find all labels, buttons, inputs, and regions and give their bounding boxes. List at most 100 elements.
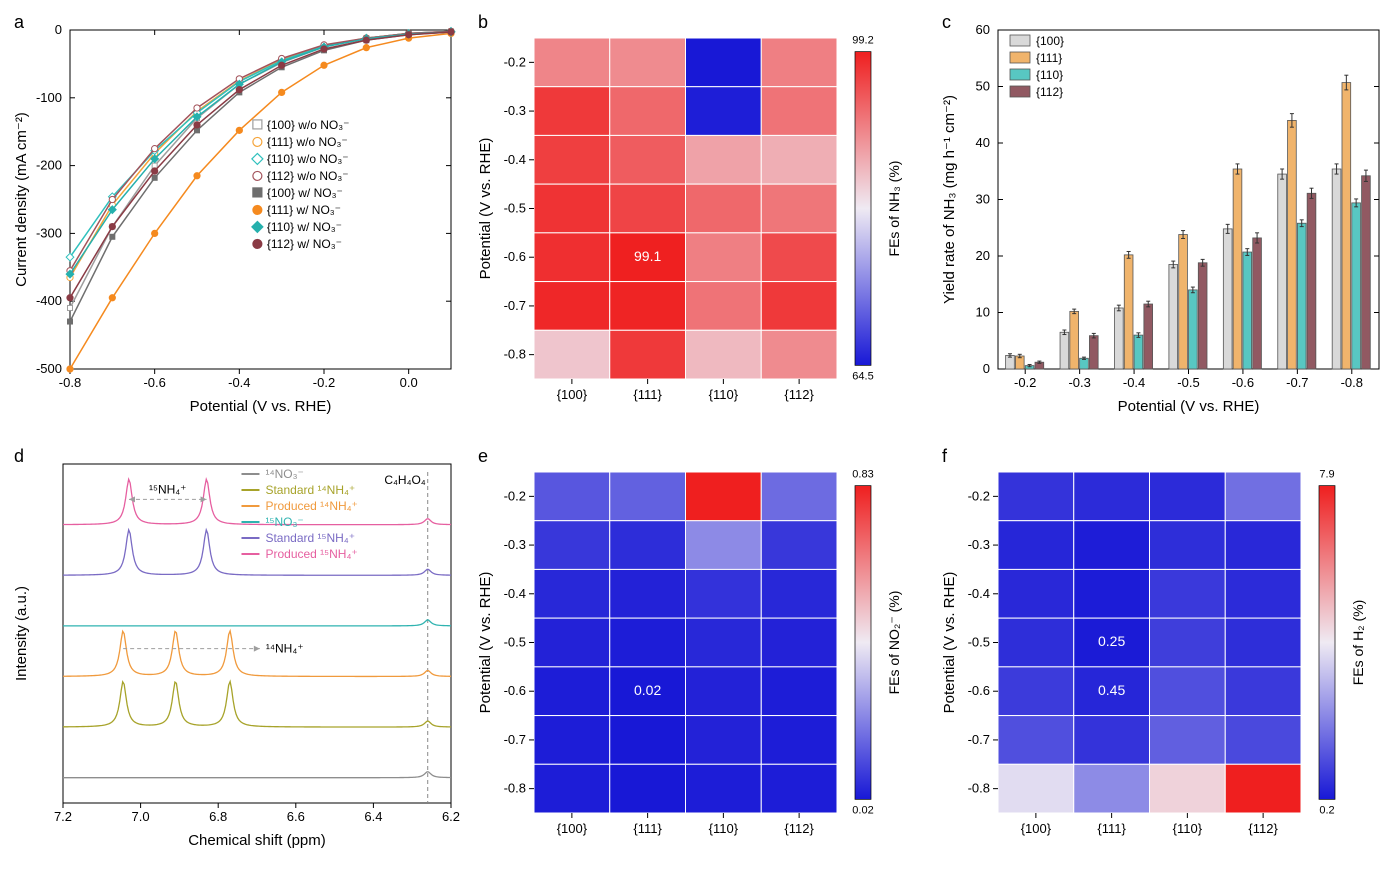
svg-text:{112}: {112}: [1248, 821, 1278, 836]
svg-text:0: 0: [983, 361, 990, 376]
svg-text:6.2: 6.2: [442, 809, 460, 824]
svg-text:7.0: 7.0: [132, 809, 150, 824]
svg-text:{112}: {112}: [784, 821, 814, 836]
svg-text:{111}: {111}: [1097, 821, 1126, 836]
svg-text:-0.2: -0.2: [504, 488, 526, 503]
svg-text:0.83: 0.83: [852, 468, 873, 480]
svg-text:-0.4: -0.4: [968, 585, 990, 600]
panel-a-svg: -0.8-0.6-0.4-0.20.0-500-400-300-200-1000…: [8, 8, 463, 423]
panel-label-d: d: [14, 446, 24, 467]
svg-text:-500: -500: [36, 361, 62, 376]
svg-text:60: 60: [976, 22, 990, 37]
svg-text:-0.3: -0.3: [504, 103, 526, 118]
svg-text:-0.7: -0.7: [968, 731, 990, 746]
svg-text:{111}: {111}: [1036, 51, 1062, 65]
svg-text:-0.7: -0.7: [504, 298, 526, 313]
panel-e: e{100}{111}{110}{112}-0.2-0.3-0.4-0.5-0.…: [472, 442, 928, 868]
svg-text:-0.6: -0.6: [143, 375, 165, 390]
svg-text:Yield rate of NH₃ (mg h⁻¹ cm⁻²: Yield rate of NH₃ (mg h⁻¹ cm⁻²): [941, 95, 958, 304]
svg-text:¹⁴NO₃⁻: ¹⁴NO₃⁻: [265, 467, 303, 481]
svg-text:{112}: {112}: [784, 387, 814, 402]
svg-text:Potential (V vs. RHE): Potential (V vs. RHE): [1118, 398, 1260, 415]
pB-svg: {100}{111}{110}{112}-0.2-0.3-0.4-0.5-0.6…: [472, 8, 927, 423]
svg-text:99.2: 99.2: [852, 35, 873, 47]
svg-text:FEs of NO₂⁻ (%): FEs of NO₂⁻ (%): [886, 590, 902, 694]
svg-text:0.2: 0.2: [1319, 804, 1334, 816]
svg-text:C₄H₄O₄: C₄H₄O₄: [384, 473, 425, 487]
svg-text:{112} w/ NO₃⁻: {112} w/ NO₃⁻: [267, 237, 342, 251]
panel-a-legend: {100} w/o NO₃⁻ {111} w/o NO₃⁻ {110} w/o NO…: [252, 118, 350, 251]
panel-f: f{100}{111}{110}{112}-0.2-0.3-0.4-0.5-0.…: [936, 442, 1392, 868]
svg-text:-0.5: -0.5: [504, 634, 526, 649]
svg-text:Intensity (a.u.): Intensity (a.u.): [13, 585, 30, 680]
svg-text:0.45: 0.45: [1098, 681, 1125, 697]
pF-svg: {100}{111}{110}{112}-0.2-0.3-0.4-0.5-0.6…: [936, 442, 1391, 857]
svg-text:{110}: {110}: [709, 821, 739, 836]
svg-text:0.02: 0.02: [852, 804, 873, 816]
svg-text:{100}: {100}: [1021, 821, 1052, 836]
svg-text:Potential (V vs. RHE): Potential (V vs. RHE): [190, 398, 332, 415]
svg-text:40: 40: [976, 135, 990, 150]
svg-text:7.2: 7.2: [54, 809, 72, 824]
panel-a: a-0.8-0.6-0.4-0.20.0-500-400-300-200-100…: [8, 8, 464, 434]
svg-text:-0.8: -0.8: [968, 780, 990, 795]
panel-label-a: a: [14, 12, 24, 33]
svg-text:-0.2: -0.2: [1014, 375, 1036, 390]
svg-text:0: 0: [55, 22, 62, 37]
svg-text:{100} w/o NO₃⁻: {100} w/o NO₃⁻: [267, 118, 350, 132]
svg-text:-0.4: -0.4: [1123, 375, 1145, 390]
svg-text:-0.7: -0.7: [504, 731, 526, 746]
panel-d-svg: 7.2 7.0 6.8 6.6 6.4 6.2 Chemical shift (ppm) In…: [8, 442, 463, 857]
svg-text:{111} w/o NO₃⁻: {111} w/o NO₃⁻: [267, 135, 348, 149]
svg-text:-0.4: -0.4: [228, 375, 250, 390]
svg-text:-0.3: -0.3: [504, 537, 526, 552]
svg-text:0.25: 0.25: [1098, 633, 1125, 649]
svg-text:-0.3: -0.3: [968, 537, 990, 552]
svg-text:0.0: 0.0: [400, 375, 418, 390]
svg-text:{110} w/o NO₃⁻: {110} w/o NO₃⁻: [267, 152, 349, 166]
svg-text:Produced ¹⁴NH₄⁺: Produced ¹⁴NH₄⁺: [265, 499, 357, 513]
svg-text:{111}: {111}: [633, 387, 662, 402]
svg-text:-0.8: -0.8: [1341, 375, 1363, 390]
svg-text:¹⁴NH₄⁺: ¹⁴NH₄⁺: [266, 641, 304, 655]
svg-text:-0.6: -0.6: [504, 683, 526, 698]
svg-text:-0.3: -0.3: [1068, 375, 1090, 390]
svg-text:¹⁵NO₃⁻: ¹⁵NO₃⁻: [265, 515, 303, 529]
svg-text:-0.8: -0.8: [504, 347, 526, 362]
panel-label-e: e: [478, 446, 488, 467]
svg-text:6.4: 6.4: [364, 809, 382, 824]
svg-text:Standard ¹⁴NH₄⁺: Standard ¹⁴NH₄⁺: [265, 483, 355, 497]
svg-text:Potential (V vs. RHE): Potential (V vs. RHE): [477, 571, 494, 713]
svg-text:{110} w/ NO₃⁻: {110} w/ NO₃⁻: [267, 220, 342, 234]
svg-text:6.8: 6.8: [209, 809, 227, 824]
svg-text:-0.4: -0.4: [504, 152, 526, 167]
panel-c-svg: 0102030405060-0.2-0.3-0.4-0.5-0.6-0.7-0.…: [936, 8, 1391, 423]
svg-text:Produced ¹⁵NH₄⁺: Produced ¹⁵NH₄⁺: [265, 547, 357, 561]
svg-text:Chemical shift (ppm): Chemical shift (ppm): [188, 832, 326, 849]
svg-text:-300: -300: [36, 225, 62, 240]
svg-text:-0.5: -0.5: [504, 201, 526, 216]
panel-label-c: c: [942, 12, 951, 33]
panel-d: d 7.2 7.0 6.8 6.6 6.4 6.2 Chemical shift (ppm) I…: [8, 442, 464, 868]
svg-text:{112} w/o NO₃⁻: {112} w/o NO₃⁻: [267, 169, 349, 183]
svg-text:-0.5: -0.5: [1177, 375, 1199, 390]
svg-text:-0.2: -0.2: [313, 375, 335, 390]
svg-text:{110}: {110}: [709, 387, 739, 402]
panel-label-f: f: [942, 446, 947, 467]
panel-b: b{100}{111}{110}{112}-0.2-0.3-0.4-0.5-0.…: [472, 8, 928, 434]
panel-c: c0102030405060-0.2-0.3-0.4-0.5-0.6-0.7-0…: [936, 8, 1392, 434]
svg-text:20: 20: [976, 248, 990, 263]
svg-text:Current density (mA cm⁻²): Current density (mA cm⁻²): [13, 112, 30, 287]
svg-text:{110}: {110}: [1173, 821, 1203, 836]
svg-text:¹⁵NH₄⁺: ¹⁵NH₄⁺: [149, 482, 187, 496]
svg-text:-0.2: -0.2: [504, 54, 526, 69]
svg-text:10: 10: [976, 305, 990, 320]
svg-text:-0.6: -0.6: [968, 683, 990, 698]
svg-text:-100: -100: [36, 90, 62, 105]
svg-text:{112}: {112}: [1036, 85, 1063, 99]
svg-text:6.6: 6.6: [287, 809, 305, 824]
svg-text:-400: -400: [36, 293, 62, 308]
svg-text:{100} w/ NO₃⁻: {100} w/ NO₃⁻: [267, 186, 343, 200]
svg-text:Potential (V vs. RHE): Potential (V vs. RHE): [477, 138, 494, 280]
svg-text:-0.6: -0.6: [1232, 375, 1254, 390]
